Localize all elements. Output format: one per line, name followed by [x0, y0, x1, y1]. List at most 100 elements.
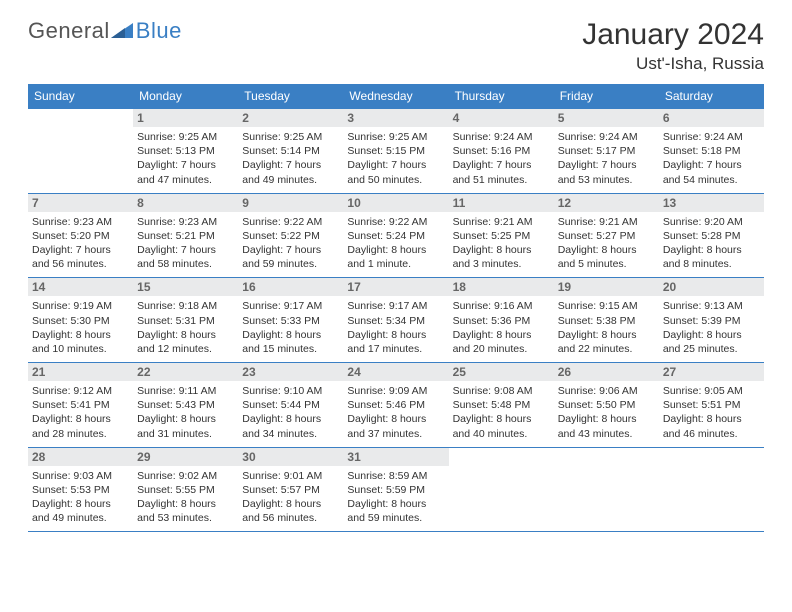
day-line: Sunrise: 9:23 AM: [32, 215, 129, 229]
day-line: Sunrise: 9:23 AM: [137, 215, 234, 229]
calendar-cell: 29Sunrise: 9:02 AMSunset: 5:55 PMDayligh…: [133, 447, 238, 532]
day-number: 11: [449, 194, 554, 212]
day-line: Sunset: 5:46 PM: [347, 398, 444, 412]
day-line: Sunrise: 9:01 AM: [242, 469, 339, 483]
day-line: Sunrise: 9:22 AM: [242, 215, 339, 229]
day-line: Sunset: 5:53 PM: [32, 483, 129, 497]
day-line: Sunset: 5:16 PM: [453, 144, 550, 158]
calendar-cell: [449, 447, 554, 532]
day-details: Sunrise: 9:02 AMSunset: 5:55 PMDaylight:…: [137, 469, 234, 526]
day-line: Sunset: 5:36 PM: [453, 314, 550, 328]
day-line: and 8 minutes.: [663, 257, 760, 271]
logo-triangle-icon: [111, 18, 133, 44]
day-line: Sunset: 5:14 PM: [242, 144, 339, 158]
day-details: Sunrise: 9:13 AMSunset: 5:39 PMDaylight:…: [663, 299, 760, 356]
calendar-cell: 31Sunrise: 8:59 AMSunset: 5:59 PMDayligh…: [343, 447, 448, 532]
day-line: Sunset: 5:30 PM: [32, 314, 129, 328]
day-line: and 37 minutes.: [347, 427, 444, 441]
day-line: Sunrise: 9:08 AM: [453, 384, 550, 398]
calendar-cell: 19 Sunrise: 9:15 AMSunset: 5:38 PMDayligh…: [554, 278, 659, 363]
day-details: Sunrise: 9:15 AMSunset: 5:38 PMDaylight:…: [558, 299, 655, 356]
day-line: and 53 minutes.: [558, 173, 655, 187]
day-line: Daylight: 8 hours: [347, 243, 444, 257]
day-line: Sunset: 5:55 PM: [137, 483, 234, 497]
day-number: 22: [133, 363, 238, 381]
day-line: Daylight: 8 hours: [32, 412, 129, 426]
title-block: January 2024 Ust'-Isha, Russia: [582, 18, 764, 74]
day-line: Sunset: 5:50 PM: [558, 398, 655, 412]
day-number: 27: [659, 363, 764, 381]
day-line: Daylight: 8 hours: [663, 412, 760, 426]
day-line: Sunrise: 9:10 AM: [242, 384, 339, 398]
header: General Blue January 2024 Ust'-Isha, Rus…: [28, 18, 764, 74]
calendar-cell: 16Sunrise: 9:17 AMSunset: 5:33 PMDayligh…: [238, 278, 343, 363]
day-line: Daylight: 7 hours: [32, 243, 129, 257]
day-line: Daylight: 8 hours: [242, 328, 339, 342]
day-details: Sunrise: 9:19 AMSunset: 5:30 PMDaylight:…: [32, 299, 129, 356]
day-line: and 56 minutes.: [32, 257, 129, 271]
day-line: Daylight: 7 hours: [242, 158, 339, 172]
day-line: Daylight: 8 hours: [347, 328, 444, 342]
calendar-cell: 21Sunrise: 9:12 AMSunset: 5:41 PMDayligh…: [28, 363, 133, 448]
day-details: Sunrise: 9:03 AMSunset: 5:53 PMDaylight:…: [32, 469, 129, 526]
day-line: Daylight: 8 hours: [347, 412, 444, 426]
day-details: Sunrise: 9:25 AMSunset: 5:15 PMDaylight:…: [347, 130, 444, 187]
day-line: Sunrise: 9:11 AM: [137, 384, 234, 398]
day-line: and 25 minutes.: [663, 342, 760, 356]
day-line: Sunrise: 9:20 AM: [663, 215, 760, 229]
day-details: Sunrise: 9:23 AMSunset: 5:20 PMDaylight:…: [32, 215, 129, 272]
calendar-row: 14Sunrise: 9:19 AMSunset: 5:30 PMDayligh…: [28, 278, 764, 363]
day-number: 19: [554, 278, 659, 296]
day-line: Daylight: 8 hours: [32, 328, 129, 342]
dow-fri: Friday: [554, 84, 659, 109]
calendar-cell: 8Sunrise: 9:23 AMSunset: 5:21 PMDaylight…: [133, 193, 238, 278]
day-line: Sunrise: 9:24 AM: [558, 130, 655, 144]
day-line: Sunrise: 9:16 AM: [453, 299, 550, 313]
calendar-cell: 30 Sunrise: 9:01 AMSunset: 5:57 PMDayligh…: [238, 447, 343, 532]
dow-sat: Saturday: [659, 84, 764, 109]
day-number: 15: [133, 278, 238, 296]
day-line: Sunrise: 9:03 AM: [32, 469, 129, 483]
calendar-cell: 1Sunrise: 9:25 AMSunset: 5:13 PMDaylight…: [133, 109, 238, 194]
day-line: Daylight: 8 hours: [347, 497, 444, 511]
day-line: Sunset: 5:39 PM: [663, 314, 760, 328]
day-line: Sunrise: 9:18 AM: [137, 299, 234, 313]
day-line: Sunrise: 9:21 AM: [558, 215, 655, 229]
day-line: and 22 minutes.: [558, 342, 655, 356]
day-details: Sunrise: 9:11 AMSunset: 5:43 PMDaylight:…: [137, 384, 234, 441]
day-details: Sunrise: 9:05 AMSunset: 5:51 PMDaylight:…: [663, 384, 760, 441]
day-line: and 58 minutes.: [137, 257, 234, 271]
day-number: 30: [238, 448, 343, 466]
day-line: Daylight: 8 hours: [663, 243, 760, 257]
day-number: 5: [554, 109, 659, 127]
calendar-cell: 15Sunrise: 9:18 AMSunset: 5:31 PMDayligh…: [133, 278, 238, 363]
day-line: and 10 minutes.: [32, 342, 129, 356]
day-line: Sunset: 5:57 PM: [242, 483, 339, 497]
day-number: 13: [659, 194, 764, 212]
day-line: Sunrise: 9:06 AM: [558, 384, 655, 398]
calendar-cell: 26Sunrise: 9:06 AMSunset: 5:50 PMDayligh…: [554, 363, 659, 448]
day-details: Sunrise: 9:20 AMSunset: 5:28 PMDaylight:…: [663, 215, 760, 272]
day-line: Sunrise: 9:02 AM: [137, 469, 234, 483]
day-number: 4: [449, 109, 554, 127]
calendar-cell: 9Sunrise: 9:22 AMSunset: 5:22 PMDaylight…: [238, 193, 343, 278]
day-line: Sunset: 5:18 PM: [663, 144, 760, 158]
day-line: Daylight: 7 hours: [347, 158, 444, 172]
day-details: Sunrise: 9:25 AMSunset: 5:13 PMDaylight:…: [137, 130, 234, 187]
day-line: Sunrise: 9:17 AM: [347, 299, 444, 313]
day-line: and 49 minutes.: [242, 173, 339, 187]
day-details: Sunrise: 9:17 AMSunset: 5:33 PMDaylight:…: [242, 299, 339, 356]
day-details: Sunrise: 9:24 AMSunset: 5:18 PMDaylight:…: [663, 130, 760, 187]
calendar-cell: 28Sunrise: 9:03 AMSunset: 5:53 PMDayligh…: [28, 447, 133, 532]
calendar-row: 28Sunrise: 9:03 AMSunset: 5:53 PMDayligh…: [28, 447, 764, 532]
day-line: and 51 minutes.: [453, 173, 550, 187]
day-line: Sunset: 5:44 PM: [242, 398, 339, 412]
day-number: 31: [343, 448, 448, 466]
day-line: Daylight: 8 hours: [242, 497, 339, 511]
dow-header-row: Sunday Monday Tuesday Wednesday Thursday…: [28, 84, 764, 109]
day-line: Daylight: 8 hours: [558, 328, 655, 342]
calendar-cell: 5Sunrise: 9:24 AMSunset: 5:17 PMDaylight…: [554, 109, 659, 194]
logo-word2: Blue: [136, 18, 182, 44]
day-line: Sunset: 5:43 PM: [137, 398, 234, 412]
day-number: 8: [133, 194, 238, 212]
